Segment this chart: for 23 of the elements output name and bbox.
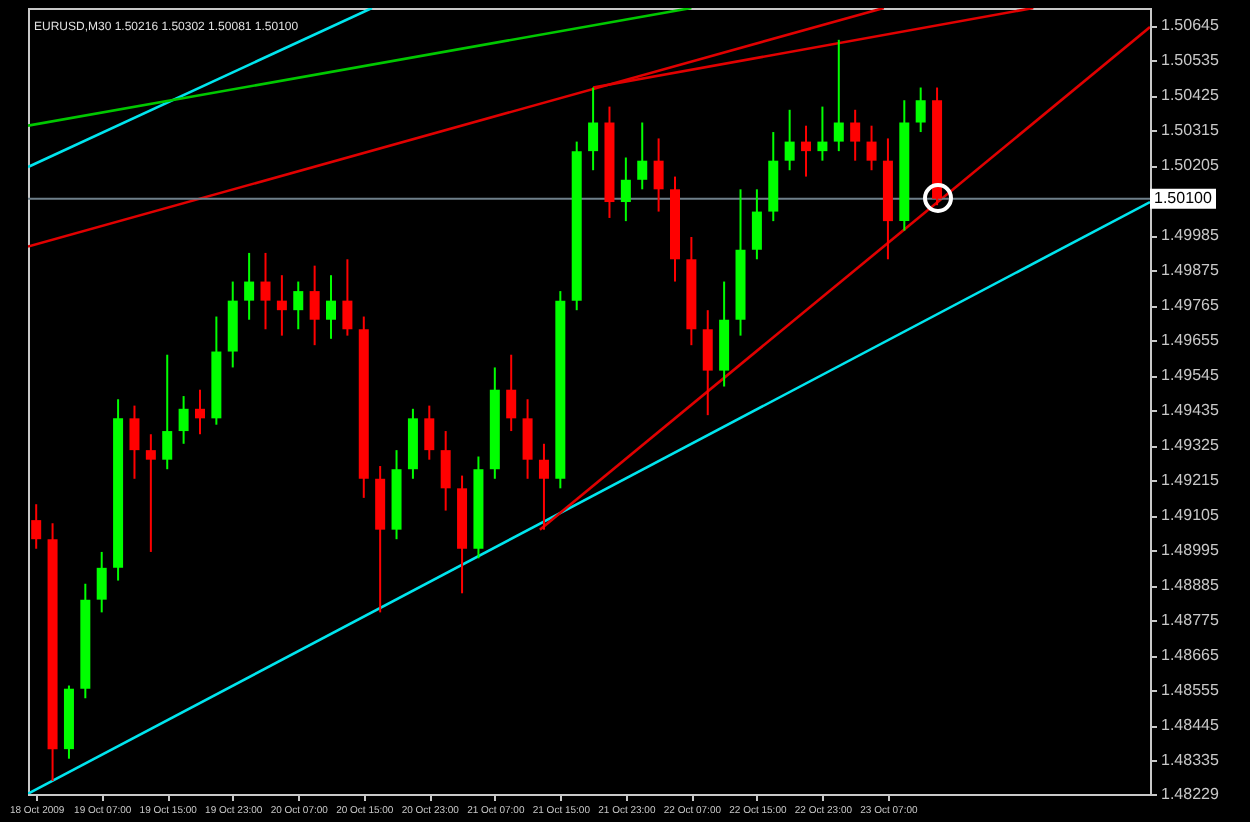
- y-tick-label: 1.48775: [1161, 611, 1220, 630]
- y-tick-label: 1.49435: [1161, 401, 1220, 420]
- y-tick-label: 1.49655: [1161, 331, 1220, 350]
- y-tick-label: 1.49105: [1161, 506, 1220, 525]
- y-tick-label: 1.50205: [1161, 156, 1220, 175]
- y-tick-label: 1.48229: [1161, 785, 1220, 803]
- y-tick-label: 1.49325: [1161, 436, 1220, 455]
- y-tick-label: 1.48995: [1161, 541, 1220, 560]
- y-tick-label: 1.48885: [1161, 576, 1220, 595]
- y-tick-label: 1.48555: [1161, 681, 1220, 700]
- y-tick-label: 1.50315: [1161, 121, 1220, 140]
- y-tick-label: 1.50535: [1161, 51, 1220, 70]
- y-tick-label: 1.48445: [1161, 716, 1220, 735]
- y-tick-label: 1.49215: [1161, 471, 1220, 490]
- y-tick-label: 1.50645: [1161, 16, 1220, 35]
- y-tick-label: 1.49875: [1161, 261, 1220, 280]
- y-tick-label: 1.48335: [1161, 751, 1220, 770]
- y-tick-label: 1.49545: [1161, 366, 1220, 385]
- y-tick-label: 1.49985: [1161, 226, 1220, 245]
- ref-line-label: 1.50100: [1154, 188, 1213, 207]
- y-tick-label: 1.50425: [1161, 86, 1220, 105]
- y-tick-label: 1.49765: [1161, 296, 1220, 315]
- y-tick-label: 1.48665: [1161, 646, 1220, 665]
